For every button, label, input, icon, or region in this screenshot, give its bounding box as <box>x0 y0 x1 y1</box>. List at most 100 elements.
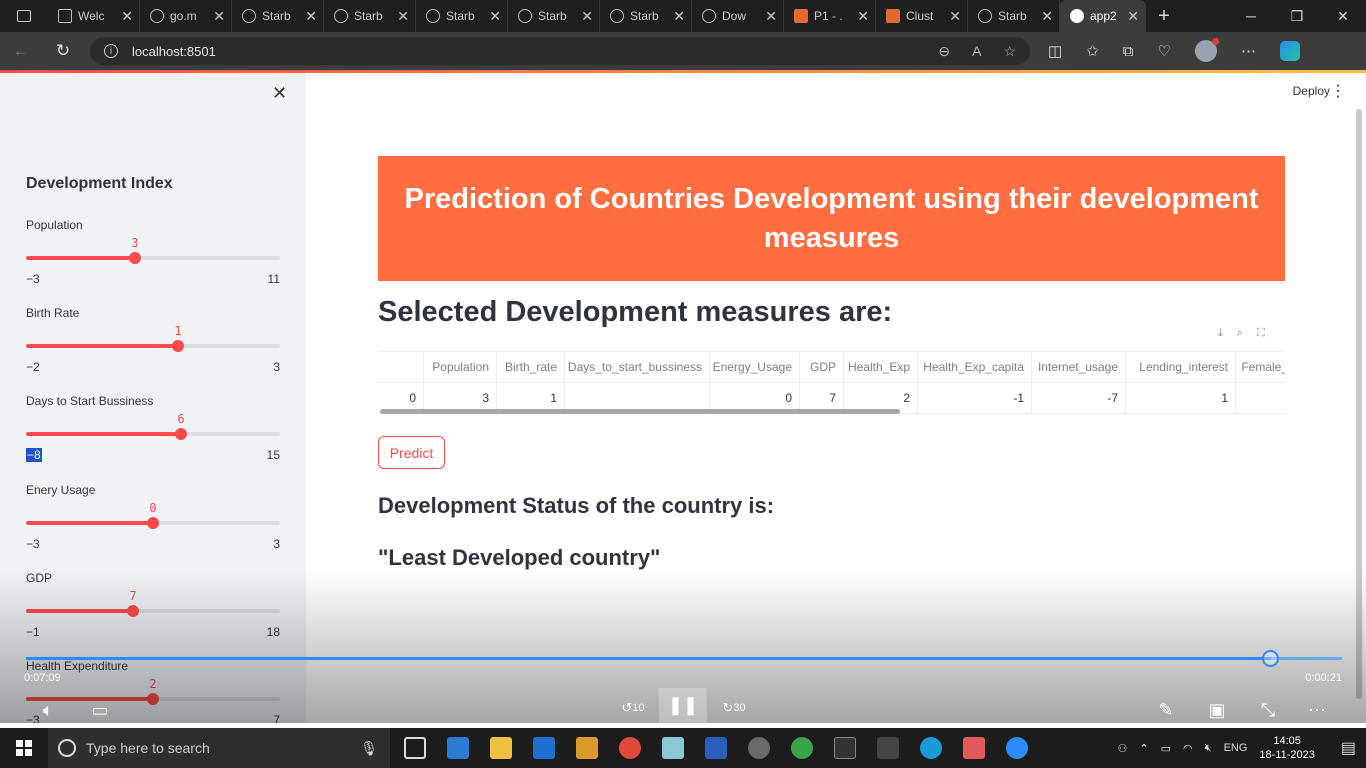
column-header[interactable]: Lending_interest <box>1126 352 1236 382</box>
terminal-icon[interactable] <box>834 737 856 759</box>
row-index[interactable]: 0 <box>378 383 424 413</box>
wifi-icon[interactable]: ◠ <box>1183 742 1193 755</box>
captions-icon[interactable]: ▭ <box>91 700 109 720</box>
edge-icon[interactable] <box>920 737 942 759</box>
slider-thumb[interactable] <box>127 605 139 617</box>
minimize-button[interactable]: ─ <box>1246 8 1256 24</box>
store-icon[interactable] <box>447 737 469 759</box>
miniplayer-icon[interactable]: ▣ <box>1208 700 1226 720</box>
settings-icon[interactable] <box>748 737 770 759</box>
browser-tab[interactable]: Starb ✕ <box>416 0 508 32</box>
browser-tab[interactable]: Starb ✕ <box>600 0 692 32</box>
word-icon[interactable] <box>705 737 727 759</box>
close-tab-icon[interactable]: ✕ <box>397 7 409 24</box>
close-tab-icon[interactable]: ✕ <box>1127 7 1139 24</box>
slider-track[interactable] <box>26 428 280 440</box>
taskbar-search[interactable]: Type here to search 🎙︎ <box>48 728 390 768</box>
slider-days-to-start-bussiness[interactable]: Days to Start Bussiness 6 −8 15 <box>26 394 280 474</box>
snipping-icon[interactable] <box>963 737 985 759</box>
column-header[interactable]: Days_to_start_bussiness <box>565 352 710 382</box>
exit-fullscreen-icon[interactable]: ⤡ <box>1260 700 1276 720</box>
close-tab-icon[interactable]: ✕ <box>673 7 685 24</box>
task-view-icon[interactable] <box>404 737 426 759</box>
predict-button[interactable]: Predict <box>378 436 445 469</box>
browser-tab[interactable]: Dow ✕ <box>692 0 784 32</box>
notifications-icon[interactable]: ▤ <box>1340 740 1356 757</box>
slider-health-expenditure[interactable]: Health Expenditure 2 −3 7 <box>26 659 280 723</box>
close-tab-icon[interactable]: ✕ <box>305 7 317 24</box>
speaker-muted-icon[interactable]: 🔇︎ <box>1204 741 1212 754</box>
start-button[interactable] <box>0 740 48 756</box>
close-tab-icon[interactable]: ✕ <box>765 7 777 24</box>
slider-enery-usage[interactable]: Enery Usage 0 −3 3 <box>26 483 280 563</box>
microphone-icon[interactable]: 🎙︎ <box>360 739 378 756</box>
search-icon[interactable]: ⌕ <box>1236 327 1244 339</box>
browser-tab[interactable]: Clust ✕ <box>876 0 968 32</box>
site-info-icon[interactable]: i <box>104 44 118 58</box>
copilot-icon[interactable] <box>1279 41 1300 61</box>
deploy-button[interactable]: Deploy <box>1292 84 1330 98</box>
column-header[interactable]: Health_Exp <box>844 352 918 382</box>
browser-tab[interactable]: Starb ✕ <box>324 0 416 32</box>
slider-thumb[interactable] <box>147 693 159 705</box>
browser-tab[interactable]: Starb ✕ <box>968 0 1060 32</box>
notepad-icon[interactable] <box>662 737 684 759</box>
slider-track[interactable] <box>26 340 280 352</box>
slider-thumb[interactable] <box>129 252 141 264</box>
collections-icon[interactable]: ⧉ <box>1122 42 1134 60</box>
close-tab-icon[interactable]: ✕ <box>949 7 961 24</box>
vertical-scrollbar[interactable] <box>1356 109 1362 699</box>
pause-button[interactable]: ❚❚ <box>659 688 707 723</box>
column-header[interactable]: GDP <box>800 352 844 382</box>
table-cell[interactable]: 0 <box>710 383 800 413</box>
browser-tab[interactable]: go.m ✕ <box>140 0 232 32</box>
mail-icon[interactable] <box>533 737 555 759</box>
column-header[interactable]: Energy_Usage <box>710 352 800 382</box>
video-progress-bar[interactable] <box>26 650 1342 667</box>
download-icon[interactable]: ⤓ <box>1218 327 1223 339</box>
close-tab-icon[interactable]: ✕ <box>121 7 133 24</box>
volume-icon[interactable]: 🔈︎ <box>42 700 54 720</box>
table-horizontal-scrollbar[interactable] <box>380 409 900 414</box>
refresh-button[interactable]: ↻ <box>55 41 71 60</box>
column-header[interactable]: Birth_rate <box>497 352 565 382</box>
column-header[interactable]: Female_ <box>1236 352 1285 382</box>
table-cell[interactable] <box>1236 383 1285 413</box>
close-tab-icon[interactable]: ✕ <box>489 7 501 24</box>
measures-table[interactable]: Population Birth_rate Days_to_start_bussin… <box>378 351 1285 415</box>
slider-track[interactable] <box>26 252 280 264</box>
file-explorer-icon[interactable] <box>490 737 512 759</box>
clock[interactable]: 14:05 18-11-2023 <box>1259 734 1314 762</box>
table-cell[interactable] <box>565 383 710 413</box>
browser-tab[interactable]: Welc ✕ <box>48 0 140 32</box>
column-header[interactable]: Health_Exp_capita <box>918 352 1032 382</box>
close-sidebar-icon[interactable]: ✕ <box>272 83 288 103</box>
column-header[interactable]: Internet_usage <box>1032 352 1126 382</box>
slider-track[interactable] <box>26 693 280 705</box>
battery-icon[interactable]: ▭ <box>1160 742 1172 755</box>
table-cell[interactable]: 2 <box>844 383 918 413</box>
slider-population[interactable]: Population 3 −3 11 <box>26 218 280 298</box>
more-menu-icon[interactable]: ⋯ <box>1240 43 1256 60</box>
close-tab-icon[interactable]: ✕ <box>213 7 225 24</box>
slider-track[interactable] <box>26 605 280 617</box>
slider-thumb[interactable] <box>147 517 159 529</box>
skip-forward-button[interactable]: ↻ 30 <box>722 700 746 715</box>
slider-track[interactable] <box>26 517 280 529</box>
split-screen-icon[interactable]: ◫ <box>1048 43 1063 60</box>
table-cell[interactable]: -7 <box>1032 383 1126 413</box>
url-field[interactable]: i localhost:8501 ⊖ A ☆ <box>90 37 1030 65</box>
slider-thumb[interactable] <box>172 340 184 352</box>
table-cell[interactable]: 7 <box>800 383 844 413</box>
browser-tab[interactable]: Starb ✕ <box>508 0 600 32</box>
favorites-icon[interactable]: ✩ <box>1086 43 1099 60</box>
language-indicator[interactable]: ENG <box>1223 742 1248 754</box>
slider-thumb[interactable] <box>175 428 187 440</box>
read-aloud-icon[interactable]: A <box>972 42 982 59</box>
video-progress-knob[interactable] <box>1262 650 1279 667</box>
profile-avatar[interactable] <box>1194 38 1219 62</box>
people-icon[interactable]: ⚇ <box>1117 742 1128 755</box>
fullscreen-icon[interactable]: ⛶ <box>1257 327 1265 339</box>
main-menu-icon[interactable]: ⋮ <box>1330 83 1346 100</box>
slider-gdp[interactable]: GDP 7 −1 18 <box>26 571 280 651</box>
